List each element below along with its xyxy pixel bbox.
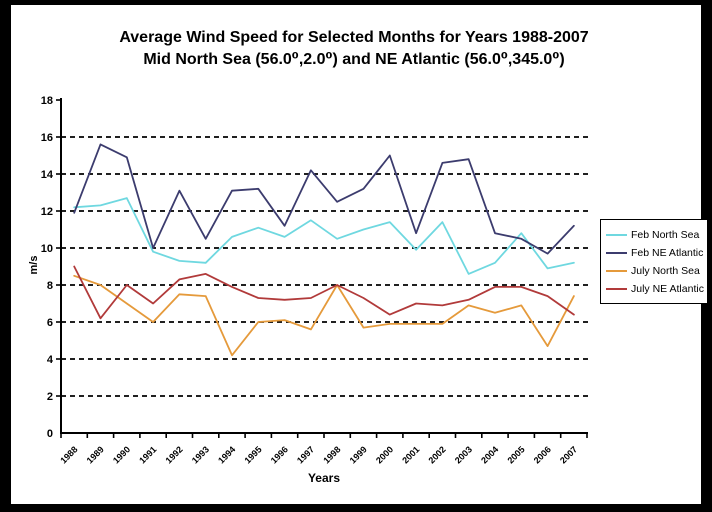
x-tick-label-2005: 2005	[505, 444, 526, 465]
legend-label: Feb North Sea	[631, 229, 700, 241]
y-tick-label: 6	[47, 317, 53, 329]
x-tick-label-1991: 1991	[137, 444, 158, 465]
axes	[56, 98, 588, 438]
series-line-feb-north-sea	[73, 197, 575, 275]
y-tick-label: 8	[47, 280, 53, 292]
legend-line-swatch	[606, 252, 627, 254]
x-tick-label-1994: 1994	[216, 444, 237, 465]
x-tick-label-2000: 2000	[374, 444, 395, 465]
x-tick-label-2002: 2002	[427, 444, 448, 465]
x-tick-label-2003: 2003	[453, 444, 474, 465]
legend-item-feb-north-sea: Feb North Sea	[606, 226, 707, 244]
legend-item-feb-ne-atlantic: Feb NE Atlantic	[606, 244, 707, 262]
x-tick-label-1990: 1990	[111, 444, 132, 465]
x-tick-label-1997: 1997	[295, 444, 316, 465]
wind-speed-line-chart: Average Wind Speed for Selected Months f…	[28, 29, 589, 485]
y-axis-label: m/s	[28, 256, 40, 275]
x-tick-label-2007: 2007	[558, 444, 579, 465]
chart-title-line1: Average Wind Speed for Selected Months f…	[119, 29, 588, 46]
x-tick-label-2004: 2004	[479, 444, 500, 465]
legend-item-july-ne-atlantic: July NE Atlantic	[606, 280, 707, 298]
y-tick-label: 16	[41, 132, 53, 144]
x-tick-label-2001: 2001	[400, 444, 421, 465]
x-tick-label-1999: 1999	[348, 444, 369, 465]
chart-page: Average Wind Speed for Selected Months f…	[11, 5, 708, 504]
legend-line-swatch	[606, 288, 627, 290]
x-tick-label-1998: 1998	[321, 444, 342, 465]
series-line-feb-ne-atlantic	[73, 143, 575, 255]
legend-line-swatch	[606, 270, 627, 272]
legend-label: Feb NE Atlantic	[631, 247, 704, 259]
x-tick-label-1995: 1995	[242, 444, 263, 465]
y-tick-label: 12	[41, 206, 53, 218]
y-tick-label: 0	[47, 428, 53, 440]
x-axis-label: Years	[308, 471, 340, 485]
gridlines	[61, 136, 588, 397]
x-tick-label-2006: 2006	[532, 444, 553, 465]
legend-line-swatch	[606, 234, 627, 236]
series-line-july-ne-atlantic	[73, 265, 575, 320]
y-tick-label: 18	[41, 95, 53, 107]
x-tick-label-1988: 1988	[58, 444, 79, 465]
x-tick-label-1992: 1992	[164, 444, 185, 465]
y-tick-label: 10	[41, 243, 53, 255]
series-lines	[73, 143, 575, 357]
y-tick-label: 4	[47, 354, 54, 366]
x-tick-label-1989: 1989	[85, 444, 106, 465]
legend-label: July NE Atlantic	[631, 283, 704, 295]
x-tick-label-1996: 1996	[269, 444, 290, 465]
y-tick-label: 2	[47, 391, 53, 403]
chart-title-line2: Mid North Sea (56.0⁰,2.0⁰) and NE Atlant…	[143, 51, 564, 68]
y-tick-label: 14	[41, 169, 54, 181]
x-tick-label-1993: 1993	[190, 444, 211, 465]
legend-label: July North Sea	[631, 265, 700, 277]
legend-item-july-north-sea: July North Sea	[606, 262, 707, 280]
series-line-july-north-sea	[73, 274, 575, 357]
legend: Feb North Sea Feb NE Atlantic July North S…	[600, 219, 708, 304]
